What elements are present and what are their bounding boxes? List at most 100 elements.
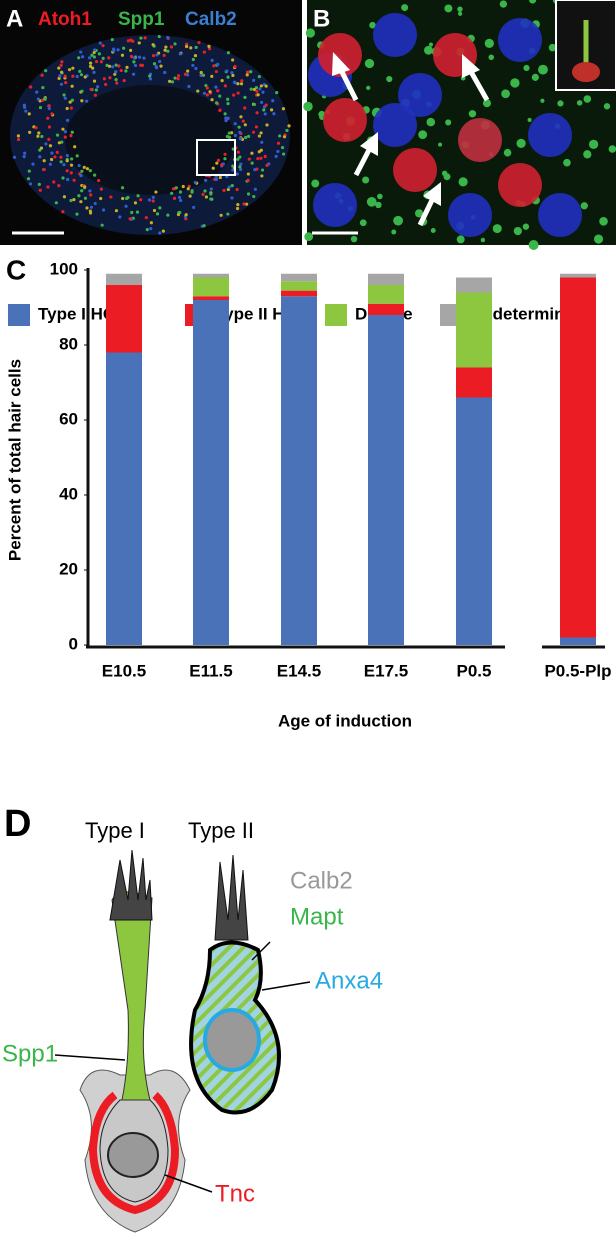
cell-dot xyxy=(55,150,59,154)
cell-dot xyxy=(197,40,201,45)
speckle xyxy=(364,58,375,69)
cell-dot xyxy=(190,189,194,193)
cell-dot xyxy=(43,96,47,101)
cell-dot xyxy=(207,44,211,49)
speckle xyxy=(468,110,477,118)
cell-dot xyxy=(71,66,75,70)
cell-dot xyxy=(177,195,182,200)
cell-dot xyxy=(214,101,219,105)
nucleus xyxy=(393,148,437,192)
cell-dot xyxy=(282,152,286,156)
cell-dot xyxy=(230,196,234,200)
legend-label: Type I HC xyxy=(38,304,115,323)
cell-dot xyxy=(204,195,209,199)
speckle xyxy=(304,232,314,242)
cell-dot xyxy=(40,134,44,139)
cell-dot xyxy=(38,105,43,110)
cell-dot xyxy=(139,198,143,202)
cell-dot xyxy=(36,97,40,101)
cell-dot xyxy=(94,88,98,92)
cell-dot xyxy=(122,46,126,50)
cell-dot xyxy=(117,64,121,68)
cell-dot xyxy=(199,70,203,75)
bar-segment xyxy=(281,273,317,282)
speckle xyxy=(438,142,443,147)
cell-dot xyxy=(209,192,213,196)
cell-dot xyxy=(265,163,269,167)
cell-dot xyxy=(88,189,92,193)
cell-dot xyxy=(57,184,61,188)
cell-dot xyxy=(120,53,125,57)
cell-dot xyxy=(57,141,61,145)
cell-dot xyxy=(173,76,177,80)
y-tick-label: 0 xyxy=(69,634,78,653)
panel-label: A xyxy=(6,5,23,32)
cell-dot xyxy=(262,108,266,112)
speckle xyxy=(441,170,448,176)
cell-dot xyxy=(183,72,188,76)
cell-dot xyxy=(152,208,157,213)
speckle xyxy=(488,54,495,61)
cell-dot xyxy=(238,155,242,159)
x-tick-label: P0.5 xyxy=(457,661,492,680)
cell-dot xyxy=(259,100,264,105)
cell-dot xyxy=(225,69,229,73)
cell-dot xyxy=(186,69,190,73)
cell-dot xyxy=(93,201,97,206)
cell-dot xyxy=(181,184,185,189)
speckle xyxy=(593,234,604,244)
cell-dot xyxy=(47,106,51,111)
arrows xyxy=(332,52,490,227)
cell-dot xyxy=(226,97,230,101)
stain-label: Atoh1 xyxy=(38,9,92,30)
cell-dot xyxy=(47,125,52,129)
cell-dot xyxy=(278,134,282,138)
cell-dot xyxy=(189,46,193,50)
speckle xyxy=(362,176,370,184)
cell-dot xyxy=(46,185,50,189)
cell-dot xyxy=(143,36,147,40)
cell-dot xyxy=(287,124,291,128)
cell-dot xyxy=(254,125,259,129)
y-tick-label: 60 xyxy=(59,409,78,428)
inset-cell xyxy=(572,62,600,82)
cell-dot xyxy=(276,149,280,154)
cell-dot xyxy=(252,87,257,92)
cell-dot xyxy=(227,135,232,139)
cell-dot xyxy=(223,152,227,156)
cell-dot xyxy=(129,48,133,52)
cell-dot xyxy=(233,122,237,126)
cell-dot xyxy=(164,45,168,49)
x-tick-label: P0.5-Plp xyxy=(544,661,611,680)
cell-dot xyxy=(47,137,51,141)
cell-dot xyxy=(93,48,97,52)
speckle xyxy=(456,235,465,244)
cell-dot xyxy=(133,201,138,205)
speckle xyxy=(460,75,466,81)
cell-dot xyxy=(219,213,223,217)
cell-dot xyxy=(28,182,33,186)
speckle xyxy=(458,177,468,187)
cell-dot xyxy=(191,63,195,68)
cell-dot xyxy=(35,90,39,94)
cell-dot xyxy=(36,134,40,138)
cell-dot xyxy=(88,209,92,213)
cell-dot xyxy=(285,128,289,133)
cell-dot xyxy=(124,69,128,73)
cell-dot xyxy=(148,74,152,78)
speckle xyxy=(359,219,367,227)
cell-dot xyxy=(140,63,145,67)
bar-segment xyxy=(560,637,596,645)
cell-dot xyxy=(107,64,112,68)
cell-dot xyxy=(72,198,76,202)
cell-dot xyxy=(264,84,268,88)
cell-dot xyxy=(216,62,220,66)
nucleus xyxy=(538,193,582,237)
cell-dot xyxy=(214,85,218,89)
cell-dot xyxy=(114,63,118,67)
panel-label: C xyxy=(6,254,26,285)
x-tick-label: E10.5 xyxy=(102,661,146,680)
cell-dot xyxy=(38,188,42,192)
speckle xyxy=(588,139,599,149)
legend-swatch xyxy=(325,304,347,326)
